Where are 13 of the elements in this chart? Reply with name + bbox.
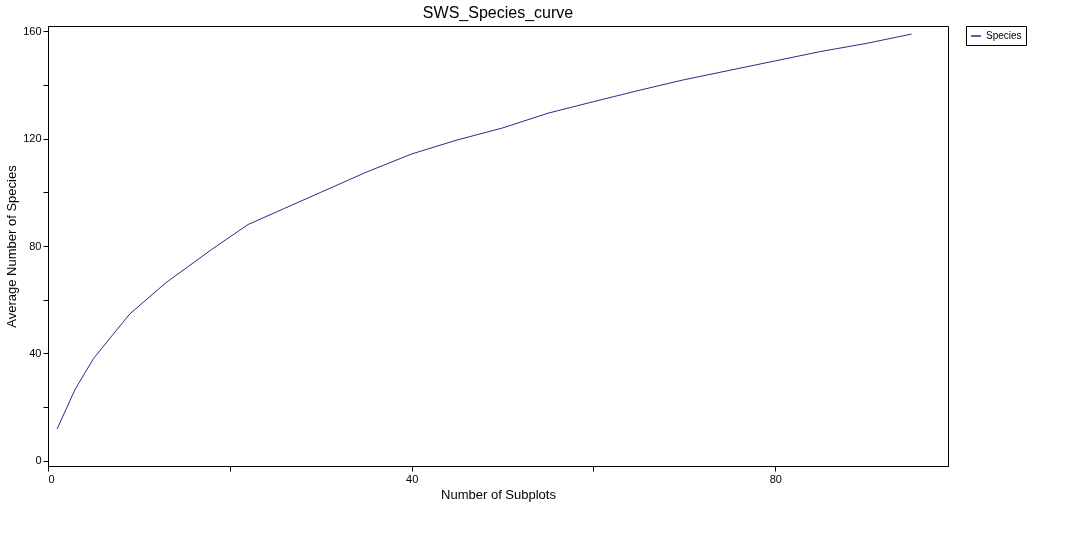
y-tick-label: 80 bbox=[29, 239, 42, 252]
x-tick-label: 80 bbox=[769, 472, 782, 485]
legend-label: Species bbox=[986, 30, 1022, 41]
y-axis-title: Average Number of Species bbox=[4, 164, 20, 328]
y-tick-label: 160 bbox=[23, 24, 42, 37]
y-tick-label: 120 bbox=[23, 132, 42, 145]
y-tick-label: 40 bbox=[29, 346, 42, 359]
line-series bbox=[56, 33, 913, 430]
x-tick-label: 0 bbox=[48, 472, 55, 485]
x-axis-title: Number of Subplots bbox=[441, 486, 557, 502]
x-tick-label: 40 bbox=[406, 472, 419, 485]
chart-title: SWS_Species_curve bbox=[422, 4, 574, 23]
y-tick-label: 0 bbox=[35, 454, 42, 467]
